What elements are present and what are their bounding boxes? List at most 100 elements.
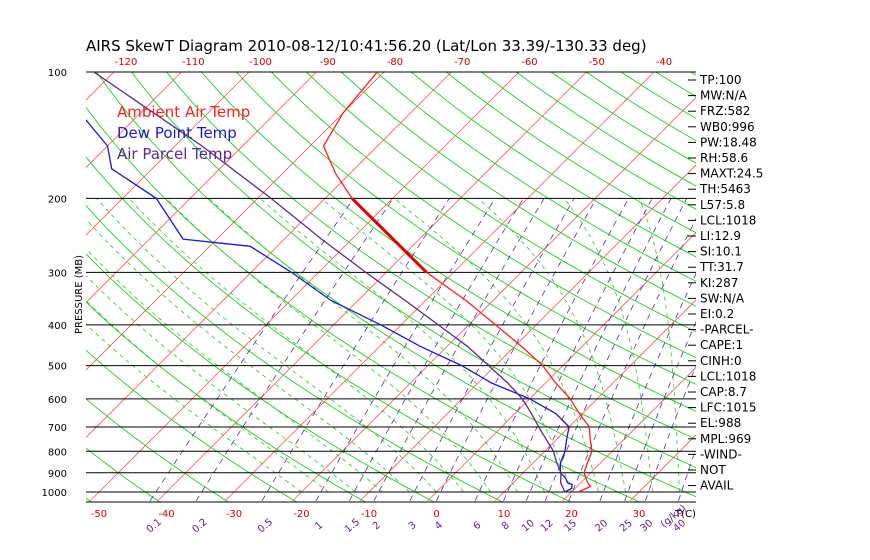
- mixing-ratio-tick-label: 6: [472, 520, 484, 533]
- index-value: LCL:1018: [700, 369, 756, 383]
- temp-tick-label: 0: [433, 509, 439, 520]
- temp-tick-label: -50: [91, 509, 107, 520]
- mixing-ratio-line: [503, 198, 653, 502]
- top-temp-tick-label: -40: [656, 57, 672, 68]
- mixing-ratio-line: [261, 198, 450, 502]
- temp-tick-label: -40: [158, 509, 174, 520]
- moist-adiabat-line: [86, 323, 302, 493]
- index-value: CINH:0: [700, 354, 742, 368]
- tropopause-marker: [351, 197, 428, 274]
- isotherm-line: [562, 366, 696, 502]
- dry-adiabat-line: [165, 72, 696, 440]
- mixing-ratio-line: [544, 198, 688, 502]
- isotherm-line: [86, 72, 385, 371]
- mixing-ratio-tick-label: 4: [433, 520, 445, 533]
- pressure-tick-label: 1000: [42, 488, 67, 499]
- mixing-ratio-line: [409, 198, 575, 502]
- top-temp-tick-label: -100: [249, 57, 272, 68]
- moist-adiabat-line: [320, 198, 572, 493]
- dry-adiabat-line: [410, 72, 696, 258]
- isotherm-line: [157, 72, 588, 502]
- isotherm-line: [427, 231, 696, 502]
- mixing-ratio-line: [474, 198, 629, 502]
- isotherm-line: [86, 72, 250, 236]
- moist-adiabat-line: [208, 198, 518, 493]
- top-temp-tick-label: -60: [521, 57, 537, 68]
- mixing-ratio-tick-label: 1: [313, 520, 325, 533]
- legend-entry: Air Parcel Temp: [117, 145, 232, 163]
- index-value: AVAIL: [700, 479, 734, 493]
- mixing-ratio-line: [568, 217, 696, 502]
- mixing-ratio-tick-label: 0.2: [190, 517, 209, 536]
- profiles: [86, 72, 593, 493]
- pressure-tick-label: 800: [48, 447, 67, 458]
- mixing-ratio-tick-label: 10: [520, 518, 537, 535]
- profile-ambient-air-temp: [322, 72, 593, 493]
- pressure-tick-label: 500: [48, 362, 67, 373]
- dry-adiabat-line: [375, 72, 696, 282]
- dry-adiabat-line: [550, 72, 696, 164]
- index-value: TP:100: [699, 73, 742, 87]
- index-value: EI:0.2: [700, 307, 734, 321]
- top-temp-tick-label: -80: [387, 57, 403, 68]
- isotherm-line: [86, 72, 453, 439]
- temp-tick-label: -30: [226, 509, 242, 520]
- isotherm-line: [292, 96, 696, 502]
- isobars: [86, 71, 696, 503]
- dry-adiabat-line: [270, 72, 696, 359]
- pressure-tick-label: 200: [48, 194, 67, 205]
- top-temp-tick-label: -110: [182, 57, 205, 68]
- index-value: CAPE:1: [700, 338, 743, 352]
- index-value: KI:287: [700, 276, 738, 290]
- index-value: PW:18.48: [700, 135, 757, 149]
- moist-adiabat-line: [96, 198, 437, 493]
- mixing-ratio-tick-label: 12: [539, 518, 556, 535]
- mixing-ratio-line: [645, 365, 696, 502]
- moist-adiabat-line: [86, 275, 356, 493]
- mixing-ratio-tick-label: 30: [638, 518, 655, 535]
- top-temp-tick-label: -50: [589, 57, 605, 68]
- dry-adiabat-line: [235, 72, 696, 385]
- index-value: SI:10.1: [700, 245, 742, 259]
- temp-tick-label: -20: [293, 509, 309, 520]
- mixing-ratio-line: [624, 320, 696, 502]
- temp-tick-label: -10: [361, 509, 377, 520]
- index-value: EL:988: [700, 416, 741, 430]
- index-value: LFC:1015: [700, 401, 757, 415]
- index-value: MAXT:24.5: [700, 167, 763, 181]
- mixing-ratio-tick-label: 15: [562, 518, 579, 535]
- index-value: MW:N/A: [700, 89, 748, 103]
- chart-title: AIRS SkewT Diagram 2010-08-12/10:41:56.2…: [86, 37, 647, 55]
- moist-adiabat-line: [563, 198, 653, 493]
- mixing-ratio-line: [149, 198, 355, 502]
- index-value: -PARCEL-: [700, 323, 754, 337]
- profile-air-parcel-temp: [93, 72, 566, 493]
- mixing-ratio-tick-label: 20: [593, 518, 610, 535]
- moist-adiabat-line: [128, 198, 464, 493]
- mixing-ratio-tick-label: 8: [500, 520, 512, 533]
- index-value: WB0:996: [700, 120, 755, 134]
- dry-adiabat-line: [200, 72, 696, 412]
- isotherm-line: [89, 72, 520, 502]
- isotherm-line: [224, 72, 655, 502]
- dry-adiabat-line: [340, 72, 696, 307]
- isotherm-line: [765, 53, 870, 501]
- mixing-ratio-line: [525, 198, 672, 502]
- pressure-tick-label: 100: [48, 68, 67, 79]
- index-value: CAP:8.7: [700, 385, 747, 399]
- pressure-tick-label: 600: [48, 395, 67, 406]
- mixing-ratio-tick-label: 2: [371, 520, 383, 533]
- top-temp-tick-label: -120: [115, 57, 138, 68]
- moist-adiabat-line: [86, 248, 383, 493]
- index-value: -WIND-: [700, 447, 742, 461]
- top-temp-tick-label: -70: [454, 57, 470, 68]
- pressure-tick-label: 300: [48, 268, 67, 279]
- mixing-ratio-tick-label: 1.5: [343, 517, 362, 536]
- mixing-ratio-line: [373, 198, 545, 502]
- mixing-ratio-tick-label: 3: [407, 520, 419, 533]
- mixing-ratio-line: [599, 272, 696, 502]
- dry-adiabat-line: [130, 72, 696, 469]
- index-value: LI:12.9: [700, 229, 741, 243]
- moist-adiabat-line: [259, 198, 545, 493]
